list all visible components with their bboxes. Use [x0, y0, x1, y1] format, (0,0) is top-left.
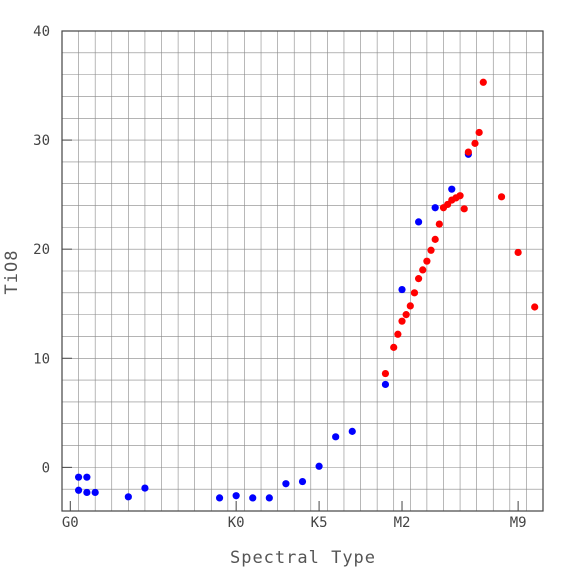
- blue-data-point: [249, 494, 257, 502]
- red-data-point: [415, 275, 423, 283]
- red-data-point: [471, 139, 479, 147]
- blue-data-point: [282, 480, 290, 488]
- y-tick-label: 0: [42, 460, 50, 476]
- red-data-point: [497, 193, 506, 201]
- red-data-point: [456, 192, 464, 200]
- blue-data-point: [232, 492, 240, 500]
- blue-data-point: [74, 486, 83, 494]
- red-data-point: [410, 289, 419, 297]
- red-data-point: [419, 266, 427, 274]
- y-axis-label: TiO8: [2, 250, 22, 295]
- x-tick-label: K5: [311, 515, 328, 531]
- plot-frame: [61, 30, 544, 512]
- data-points: [74, 78, 539, 502]
- red-data-point: [427, 246, 435, 254]
- grid-lines: [61, 30, 544, 512]
- red-data-point: [423, 257, 431, 265]
- x-axis-ticks: G0 K0 K5 M2 M9: [62, 501, 527, 531]
- blue-data-point: [415, 218, 423, 226]
- red-data-point: [514, 248, 522, 257]
- blue-data-point: [448, 185, 456, 193]
- red-data-point: [398, 317, 406, 325]
- red-data-point: [406, 302, 414, 310]
- blue-data-point: [83, 488, 91, 497]
- blue-data-point: [83, 473, 91, 481]
- y-tick-label: 20: [33, 242, 50, 258]
- blue-data-point: [298, 477, 307, 486]
- red-data-point: [394, 330, 402, 338]
- blue-data-point: [431, 204, 439, 212]
- red-data-point: [381, 369, 390, 378]
- blue-data-point: [315, 462, 323, 470]
- red-data-point: [464, 148, 472, 156]
- blue-data-point: [332, 433, 340, 441]
- y-tick-label: 10: [33, 351, 50, 367]
- red-data-point: [431, 235, 439, 243]
- red-data-point: [531, 303, 539, 311]
- red-data-point: [435, 220, 443, 228]
- red-data-point: [460, 205, 468, 213]
- x-tick-label: K0: [228, 515, 245, 531]
- red-data-point: [390, 343, 398, 351]
- blue-data-point: [91, 488, 99, 497]
- x-tick-label: M2: [394, 515, 411, 531]
- blue-data-point: [398, 285, 406, 294]
- blue-data-point: [124, 493, 132, 501]
- blue-data-point: [265, 494, 273, 502]
- blue-data-point: [348, 427, 356, 435]
- red-data-point: [402, 311, 410, 319]
- blue-data-point: [215, 494, 224, 502]
- blue-data-point: [74, 473, 83, 481]
- x-tick-label: G0: [62, 515, 79, 531]
- red-data-point: [475, 128, 483, 137]
- y-tick-label: 30: [33, 133, 50, 149]
- y-tick-label: 40: [33, 24, 50, 40]
- x-axis-label: Spectral Type: [230, 548, 376, 568]
- y-axis-ticks: 0 10 20 30 40: [33, 24, 72, 476]
- x-tick-label: M9: [510, 515, 527, 531]
- red-data-point: [479, 78, 487, 86]
- blue-data-point: [141, 484, 149, 492]
- blue-data-point: [381, 380, 390, 389]
